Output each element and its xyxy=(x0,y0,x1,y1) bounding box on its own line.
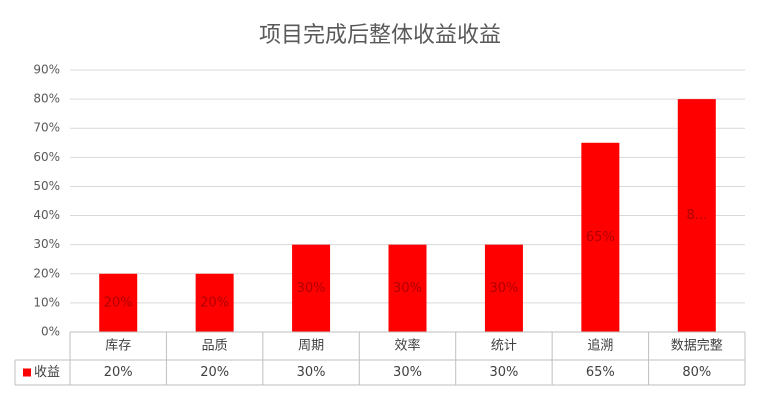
y-tick-label: 60% xyxy=(33,150,60,164)
x-tick-label: 品质 xyxy=(202,339,228,354)
x-tick-label: 效率 xyxy=(394,338,420,354)
data-label: 20% xyxy=(104,295,133,310)
y-tick-label: 30% xyxy=(33,237,60,251)
data-label: 65% xyxy=(586,230,615,245)
legend-label: 收益 xyxy=(34,365,60,380)
table-value: 80% xyxy=(682,365,711,380)
y-tick-label: 20% xyxy=(33,266,60,280)
bar xyxy=(581,142,620,332)
y-tick-label: 10% xyxy=(33,295,60,309)
table-value: 20% xyxy=(200,365,229,380)
data-label: 8... xyxy=(686,208,707,223)
x-tick-label: 数据完整 xyxy=(671,339,723,354)
y-tick-label: 50% xyxy=(33,179,60,193)
x-tick-label: 追溯 xyxy=(587,338,613,354)
bar xyxy=(292,244,331,332)
chart-title: 项目完成后整体收益收益 xyxy=(259,23,501,48)
x-tick-label: 统计 xyxy=(491,339,517,354)
y-tick-label: 40% xyxy=(33,208,60,222)
legend-swatch xyxy=(23,368,31,377)
bar xyxy=(388,244,427,332)
table-value: 20% xyxy=(104,365,133,380)
bar xyxy=(677,99,716,332)
data-label: 30% xyxy=(393,281,422,296)
x-tick-label: 周期 xyxy=(298,339,324,354)
bar xyxy=(195,273,234,332)
table-value: 30% xyxy=(393,365,422,380)
data-label: 20% xyxy=(200,295,229,310)
y-tick-label: 0% xyxy=(41,325,60,339)
bar xyxy=(99,273,138,332)
y-tick-label: 80% xyxy=(33,92,60,106)
x-tick-label: 库存 xyxy=(105,338,131,354)
bar xyxy=(484,244,523,332)
table-value: 30% xyxy=(489,365,518,380)
y-tick-label: 90% xyxy=(33,63,60,77)
data-label: 30% xyxy=(297,281,326,296)
table-value: 30% xyxy=(297,365,326,380)
y-tick-label: 70% xyxy=(33,121,60,135)
data-label: 30% xyxy=(489,281,518,296)
table-value: 65% xyxy=(586,365,615,380)
